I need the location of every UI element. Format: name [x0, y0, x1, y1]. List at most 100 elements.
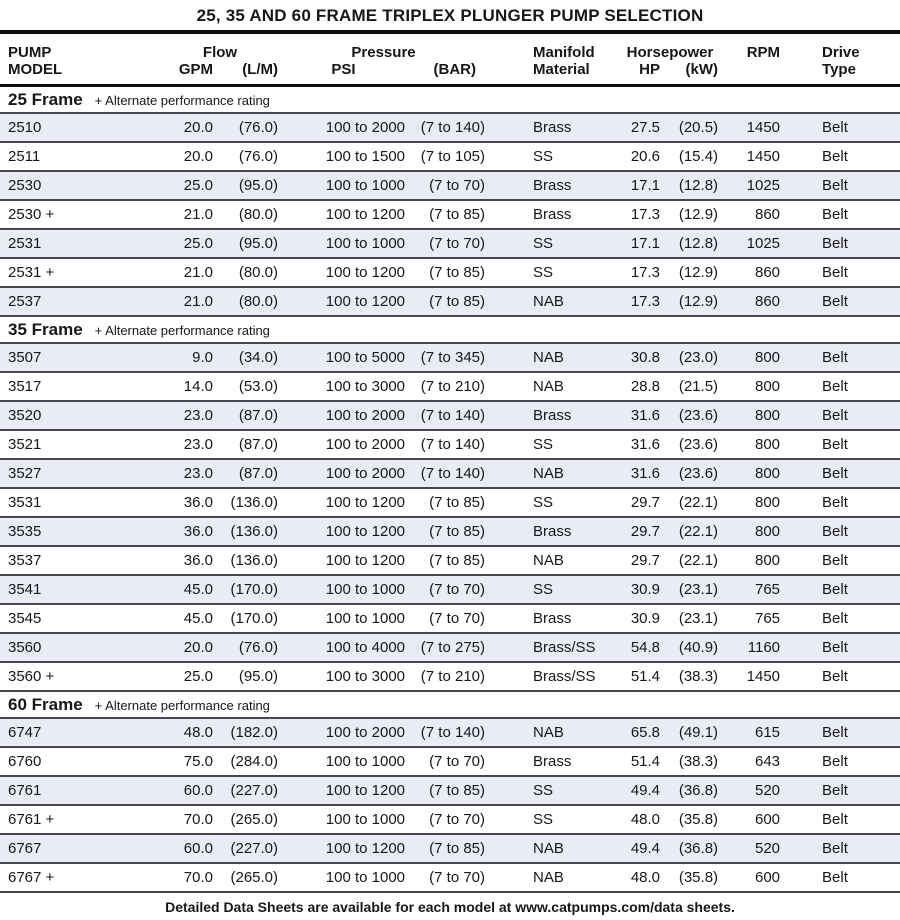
cell-horsepower-hp: 65.8 — [630, 724, 661, 741]
cell-manifold-material: NAB — [533, 378, 564, 395]
cell-horsepower-kw: (36.8) — [678, 840, 719, 857]
cell-manifold-material: NAB — [533, 724, 564, 741]
cell-manifold-material: SS — [533, 148, 554, 165]
cell-pump-model: 6747 — [8, 724, 42, 741]
cell-drive-type: Belt — [822, 119, 848, 136]
cell-drive-type: Belt — [822, 811, 848, 828]
cell-flow-gpm: 25.0 — [183, 668, 213, 685]
cell-horsepower-kw: (22.1) — [678, 523, 719, 540]
cell-rpm: 800 — [755, 407, 781, 424]
col-header-hp: HP — [620, 61, 663, 87]
pump-row: 6767 + 70.0 (265.0) 100 to 1000 (7 to 70… — [0, 863, 900, 892]
cell-horsepower-hp: 29.7 — [630, 552, 661, 569]
cell-drive-type: Belt — [822, 148, 848, 165]
pump-row: 3537 36.0 (136.0) 100 to 1200 (7 to 85) … — [0, 546, 900, 575]
cell-pump-model: 2531 + — [8, 264, 55, 281]
cell-flow-lm: (227.0) — [230, 840, 279, 857]
col-header-bar: (BAR) — [407, 61, 488, 87]
cell-drive-type: Belt — [822, 639, 848, 656]
cell-flow-lm: (136.0) — [230, 523, 279, 540]
cell-drive-type: Belt — [822, 465, 848, 482]
cell-pressure-psi: 100 to 1000 — [325, 177, 406, 194]
cell-pressure-bar: (7 to 140) — [420, 407, 486, 424]
cell-rpm: 520 — [755, 840, 781, 857]
cell-manifold-material: Brass — [533, 407, 572, 424]
cell-rpm: 860 — [755, 293, 781, 310]
cell-flow-gpm: 25.0 — [183, 177, 213, 194]
header-row-1: PUMP Flow Pressure Manifold Horsepower R… — [0, 34, 900, 61]
cell-drive-type: Belt — [822, 177, 848, 194]
pump-row: 6760 75.0 (284.0) 100 to 1000 (7 to 70) … — [0, 747, 900, 776]
cell-horsepower-hp: 51.4 — [630, 668, 661, 685]
cell-flow-gpm: 75.0 — [183, 753, 213, 770]
page-title: 25, 35 AND 60 FRAME TRIPLEX PLUNGER PUMP… — [0, 0, 900, 34]
cell-flow-gpm: 14.0 — [183, 378, 213, 395]
cell-horsepower-hp: 28.8 — [630, 378, 661, 395]
cell-pump-model: 3521 — [8, 436, 42, 453]
pump-row: 3520 23.0 (87.0) 100 to 2000 (7 to 140) … — [0, 401, 900, 430]
cell-pressure-psi: 100 to 2000 — [325, 407, 406, 424]
cell-manifold-material: Brass — [533, 523, 572, 540]
cell-flow-gpm: 36.0 — [183, 552, 213, 569]
cell-pressure-psi: 100 to 2000 — [325, 465, 406, 482]
cell-drive-type: Belt — [822, 206, 848, 223]
cell-pressure-bar: (7 to 85) — [429, 782, 486, 799]
cell-pressure-bar: (7 to 85) — [429, 523, 486, 540]
cell-flow-lm: (170.0) — [230, 610, 279, 627]
cell-pressure-bar: (7 to 85) — [429, 293, 486, 310]
pump-selection-table: PUMP Flow Pressure Manifold Horsepower R… — [0, 34, 900, 893]
cell-pressure-psi: 100 to 1200 — [325, 494, 406, 511]
cell-horsepower-hp: 20.6 — [630, 148, 661, 165]
cell-horsepower-hp: 49.4 — [630, 782, 661, 799]
cell-flow-lm: (95.0) — [238, 177, 279, 194]
cell-flow-lm: (34.0) — [238, 349, 279, 366]
cell-flow-lm: (76.0) — [238, 148, 279, 165]
cell-manifold-material: NAB — [533, 293, 564, 310]
cell-pump-model: 2510 — [8, 119, 42, 136]
cell-horsepower-kw: (22.1) — [678, 552, 719, 569]
cell-flow-lm: (95.0) — [238, 235, 279, 252]
pump-row: 2530 + 21.0 (80.0) 100 to 1200 (7 to 85)… — [0, 200, 900, 229]
cell-manifold-material: SS — [533, 235, 554, 252]
section-title: 60 Frame — [8, 694, 83, 714]
cell-flow-lm: (76.0) — [238, 119, 279, 136]
cell-flow-lm: (265.0) — [230, 811, 279, 828]
cell-pump-model: 3545 — [8, 610, 42, 627]
section-note: + Alternate performance rating — [94, 92, 270, 108]
cell-drive-type: Belt — [822, 494, 848, 511]
cell-flow-lm: (87.0) — [238, 436, 279, 453]
cell-manifold-material: Brass — [533, 753, 572, 770]
cell-flow-gpm: 21.0 — [183, 206, 213, 223]
section-note: + Alternate performance rating — [94, 697, 270, 713]
cell-horsepower-kw: (12.8) — [678, 235, 719, 252]
cell-rpm: 800 — [755, 523, 781, 540]
col-header-flow-group: Flow — [202, 44, 238, 61]
cell-pressure-bar: (7 to 275) — [420, 639, 486, 656]
cell-horsepower-kw: (23.1) — [678, 581, 719, 598]
cell-horsepower-hp: 30.9 — [630, 581, 661, 598]
cell-pump-model: 3520 — [8, 407, 42, 424]
cell-horsepower-hp: 54.8 — [630, 639, 661, 656]
cell-horsepower-hp: 30.8 — [630, 349, 661, 366]
cell-flow-gpm: 36.0 — [183, 523, 213, 540]
cell-horsepower-kw: (23.6) — [678, 465, 719, 482]
cell-manifold-material: NAB — [533, 869, 564, 886]
cell-drive-type: Belt — [822, 523, 848, 540]
cell-horsepower-kw: (35.8) — [678, 811, 719, 828]
cell-flow-lm: (80.0) — [238, 264, 279, 281]
cell-rpm: 1025 — [746, 177, 781, 194]
cell-pressure-psi: 100 to 1200 — [325, 206, 406, 223]
cell-pressure-bar: (7 to 70) — [429, 811, 486, 828]
cell-drive-type: Belt — [822, 840, 848, 857]
pump-row: 3535 36.0 (136.0) 100 to 1200 (7 to 85) … — [0, 517, 900, 546]
cell-manifold-material: SS — [533, 264, 554, 281]
cell-rpm: 800 — [755, 552, 781, 569]
cell-rpm: 643 — [755, 753, 781, 770]
pump-row: 6747 48.0 (182.0) 100 to 2000 (7 to 140)… — [0, 718, 900, 747]
pump-row: 2530 25.0 (95.0) 100 to 1000 (7 to 70) B… — [0, 171, 900, 200]
cell-manifold-material: Brass — [533, 610, 572, 627]
cell-horsepower-hp: 27.5 — [630, 119, 661, 136]
cell-pump-model: 3537 — [8, 552, 42, 569]
col-header-material: Material — [487, 61, 621, 87]
cell-horsepower-kw: (21.5) — [678, 378, 719, 395]
